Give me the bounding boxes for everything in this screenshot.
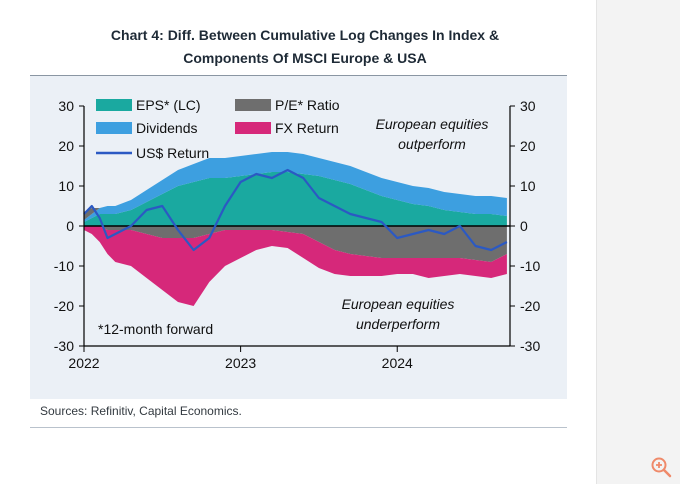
legend-swatch-fx	[235, 122, 271, 134]
legend-swatch-eps	[96, 99, 132, 111]
annotation-outperform: European equities	[376, 116, 489, 132]
legend-label-fx: FX Return	[275, 120, 339, 136]
dividends-area	[84, 152, 507, 222]
chart-title-line-1: Chart 4: Diff. Between Cumulative Log Ch…	[110, 27, 500, 43]
right-tick-label: -20	[520, 298, 540, 314]
right-tick-label: -30	[520, 338, 540, 354]
chart-legend: EPS* (LC) Dividends US$ Return P/E* Ratio FX…	[96, 97, 340, 161]
x-tick-label: 2023	[225, 355, 256, 371]
right-tick-label: -10	[520, 258, 540, 274]
right-gutter	[596, 0, 680, 484]
legend-label-usd: US$ Return	[136, 145, 209, 161]
annotation-underperform: underperform	[356, 316, 440, 332]
x-tick-label: 2022	[68, 355, 99, 371]
chart-title-line-2: Components Of MSCI Europe & USA	[183, 50, 427, 66]
left-tick-label: -30	[54, 338, 74, 354]
left-tick-label: 10	[58, 178, 74, 194]
left-tick-label: 30	[58, 98, 74, 114]
legend-label-pe: P/E* Ratio	[275, 97, 340, 113]
eps-area	[84, 172, 507, 226]
chart-title: Chart 4: Diff. Between Cumulative Log Ch…	[40, 24, 570, 70]
legend-label-dividends: Dividends	[136, 120, 197, 136]
annotation-outperform: outperform	[398, 136, 466, 152]
legend-swatch-pe	[235, 99, 271, 111]
right-tick-label: 0	[520, 218, 528, 234]
legend-swatch-dividends	[96, 122, 132, 134]
x-tick-label: 2024	[382, 355, 413, 371]
right-tick-label: 30	[520, 98, 536, 114]
left-tick-label: 20	[58, 138, 74, 154]
right-tick-label: 10	[520, 178, 536, 194]
chart-annotations: European equities outperform European equi…	[98, 116, 488, 337]
left-tick-label: 0	[66, 218, 74, 234]
left-tick-label: -20	[54, 298, 74, 314]
source-note: Sources: Refinitiv, Capital Economics.	[40, 404, 242, 418]
legend-label-eps: EPS* (LC)	[136, 97, 201, 113]
bottom-divider	[30, 427, 567, 428]
pe-area-negative	[84, 226, 507, 262]
annotation-underperform: European equities	[342, 296, 455, 312]
usd-return-line	[83, 168, 508, 252]
usd-return-line-group	[83, 168, 508, 252]
zoom-button[interactable]	[650, 456, 672, 478]
chart-areas	[84, 152, 507, 306]
left-tick-label: -10	[54, 258, 74, 274]
chart-panel: 30 30 20 20 10 10 0 0 -10 -10 -20 -20 -30 -30 2022 2023…	[30, 75, 567, 399]
right-tick-label: 20	[520, 138, 536, 154]
zoom-in-icon	[651, 457, 672, 478]
footnote-forward: *12-month forward	[98, 321, 213, 337]
